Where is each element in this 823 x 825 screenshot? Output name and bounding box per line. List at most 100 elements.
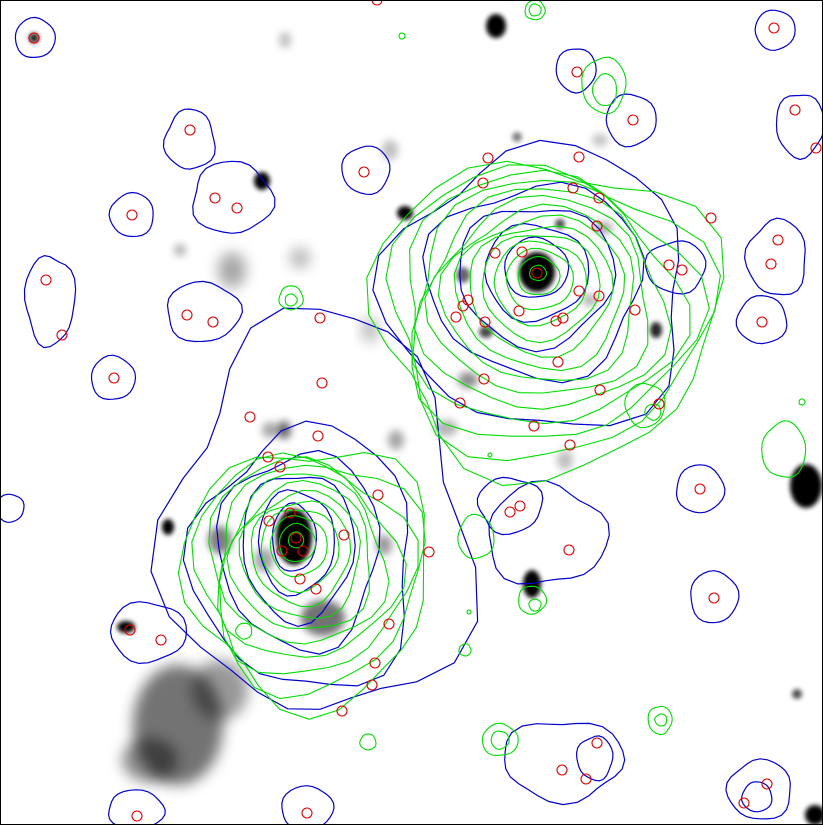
- xray-contour: [481, 722, 519, 756]
- xray-contour: [278, 285, 304, 311]
- mass-contour: [743, 217, 806, 296]
- galaxy-marker: [772, 234, 784, 246]
- xray-contour: [385, 164, 721, 462]
- galaxy-marker: [761, 778, 773, 790]
- galaxy-marker: [366, 679, 378, 691]
- mass-contour: [775, 94, 823, 161]
- mass-contour: [281, 785, 335, 825]
- xray-contours: [177, 0, 807, 756]
- mass-contour: [109, 601, 188, 665]
- galaxy-marker: [316, 377, 328, 389]
- galaxy-marker: [528, 420, 540, 432]
- xray-contour: [269, 515, 328, 578]
- mass-contour: [741, 781, 773, 813]
- xray-contour: [518, 585, 548, 615]
- mass-contour: [555, 48, 597, 94]
- galaxy-marker: [573, 151, 585, 163]
- galaxy-marker: [314, 312, 326, 324]
- galaxy-marker: [810, 142, 822, 154]
- galaxy-marker: [594, 384, 606, 396]
- galaxy-marker: [653, 398, 665, 410]
- mass-contour: [422, 181, 645, 384]
- mass-contour: [644, 240, 707, 295]
- optical-source: [397, 206, 413, 220]
- mass-contour: [504, 722, 626, 806]
- galaxy-marker: [207, 316, 219, 328]
- mass-contour: [90, 354, 137, 401]
- galaxy-marker: [297, 545, 309, 557]
- xray-contour: [524, 0, 546, 21]
- optical-source: [162, 519, 174, 535]
- mass-contour: [459, 209, 617, 353]
- galaxy-marker: [423, 546, 435, 558]
- galaxy-marker: [478, 373, 490, 385]
- xray-contour: [528, 598, 542, 612]
- mass-contour: [690, 570, 740, 624]
- galaxy-marker: [676, 264, 688, 276]
- galaxy-marker: [708, 592, 720, 604]
- xray-contour: [487, 452, 493, 458]
- galaxy-marker: [338, 529, 350, 541]
- galaxy-marker: [184, 124, 196, 136]
- mass-contour: [675, 464, 726, 514]
- optical-source: [262, 422, 278, 438]
- optical-source: [301, 600, 345, 636]
- galaxy-marker: [479, 316, 491, 328]
- galaxy-marker: [312, 430, 324, 442]
- mass-contour: [372, 139, 680, 427]
- xray-contour: [591, 72, 617, 107]
- galaxy-marker: [310, 583, 322, 595]
- xray-contour: [413, 188, 672, 410]
- xray-contour: [409, 169, 710, 437]
- xray-contour: [191, 452, 426, 700]
- optical-source: [790, 464, 822, 508]
- galaxy-marker: [513, 305, 525, 317]
- galaxy-marker: [372, 489, 384, 501]
- galaxy-marker: [40, 274, 52, 286]
- mass-contour: [605, 93, 657, 148]
- optical-source: [519, 252, 555, 292]
- galaxy-marker: [694, 483, 706, 495]
- galaxy-marker: [108, 372, 120, 384]
- optical-source: [458, 372, 478, 388]
- mass-contour: [476, 476, 544, 536]
- galaxy-marker: [593, 290, 605, 302]
- optical-source: [276, 509, 312, 565]
- galaxy-marker: [454, 397, 466, 409]
- galaxy-marker: [531, 267, 543, 279]
- mass-contour: [242, 476, 356, 628]
- galaxy-marker: [591, 220, 603, 232]
- mass-contour: [504, 236, 570, 298]
- optical-source: [479, 326, 493, 338]
- xray-contour: [490, 730, 510, 750]
- xray-contour: [284, 293, 298, 307]
- galaxy-marker: [294, 573, 306, 585]
- galaxy-marker: [358, 166, 370, 178]
- galaxy-marker: [457, 300, 469, 312]
- xray-contour: [437, 203, 635, 381]
- optical-source: [388, 430, 404, 450]
- galaxy-marker: [482, 152, 494, 164]
- xray-contour: [624, 382, 666, 429]
- xray-contour: [208, 456, 419, 675]
- mass-contour: [166, 280, 244, 343]
- mass-contour: [271, 502, 318, 572]
- galaxy-marker: [756, 316, 768, 328]
- galaxy-marker: [290, 532, 302, 544]
- galaxy-marker: [209, 192, 221, 204]
- galaxy-marker: [705, 212, 717, 224]
- optical-source: [382, 140, 398, 160]
- galaxy-marker: [244, 411, 256, 423]
- galaxy-marker: [571, 66, 583, 78]
- galaxy-marker: [28, 32, 40, 44]
- xray-contour: [505, 247, 574, 311]
- galaxy-marker: [274, 461, 286, 473]
- galaxy-marker: [371, 0, 383, 6]
- xray-contour: [469, 225, 614, 358]
- galaxy-marker: [789, 104, 801, 116]
- galaxy-marker: [284, 507, 296, 519]
- xray-contour: [457, 513, 495, 560]
